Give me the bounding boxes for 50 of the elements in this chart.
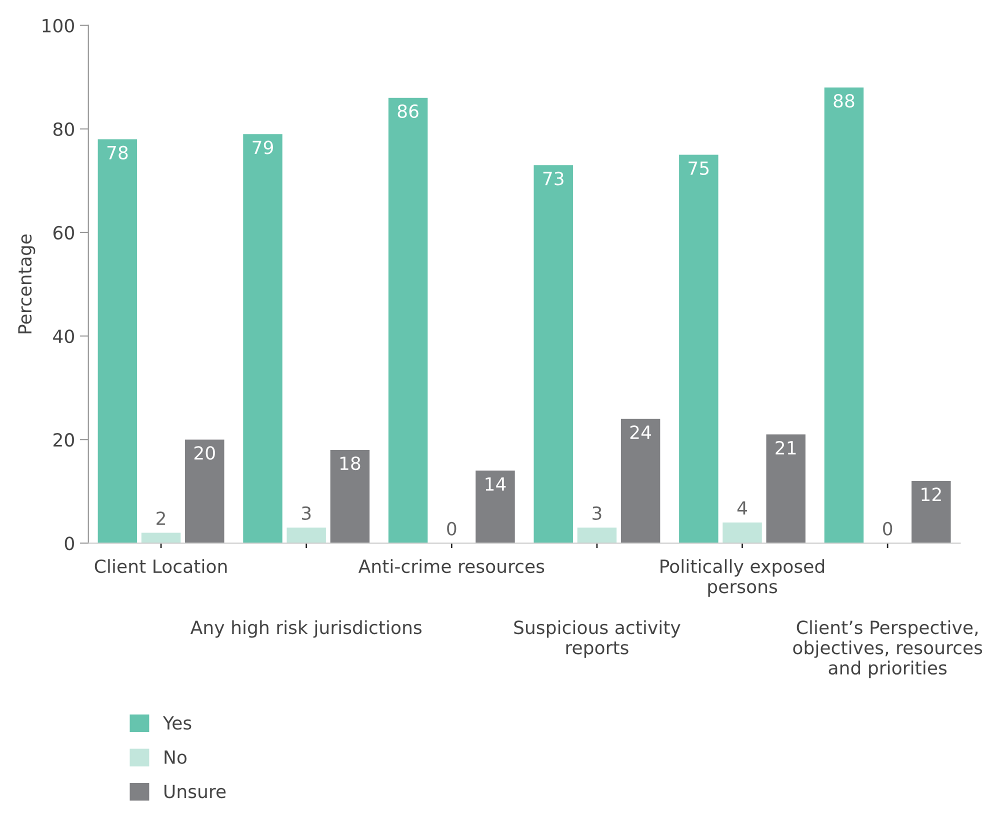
data-label: 88 xyxy=(834,94,854,108)
data-label: 3 xyxy=(592,506,602,520)
data-label: 24 xyxy=(630,425,652,439)
legend-label: No xyxy=(164,750,187,764)
bar xyxy=(286,528,326,544)
data-label: 20 xyxy=(194,446,215,460)
data-label: 2 xyxy=(156,512,165,525)
data-label: 18 xyxy=(340,456,360,470)
data-label: 12 xyxy=(922,488,941,501)
y-axis-title: Percentage xyxy=(18,234,36,334)
y-tick-label: 20 xyxy=(54,433,74,447)
bar xyxy=(141,532,181,544)
data-label: 79 xyxy=(252,140,273,154)
legend-label: Yes xyxy=(162,716,192,730)
y-tick-label: 80 xyxy=(53,122,74,136)
bar xyxy=(824,87,864,544)
bar xyxy=(534,165,573,544)
bar xyxy=(912,481,951,544)
bar xyxy=(766,434,806,544)
data-label: 3 xyxy=(302,506,311,520)
data-label: 4 xyxy=(737,501,747,515)
x-tick-label: Client Location xyxy=(94,559,227,574)
bar xyxy=(98,139,138,544)
y-tick-label: 60 xyxy=(53,226,74,240)
x-tick-label: Anti-crime resources xyxy=(358,559,544,574)
data-label: 78 xyxy=(107,146,128,160)
data-label: 21 xyxy=(776,440,796,454)
legend-label: Unsure xyxy=(164,784,226,798)
y-tick-label: 40 xyxy=(53,329,74,344)
bar xyxy=(620,418,660,544)
x-tick-label: Suspicious activity reports xyxy=(514,620,680,658)
data-label: 73 xyxy=(543,172,564,186)
bar xyxy=(476,470,515,544)
bar xyxy=(243,134,282,544)
data-label: 0 xyxy=(447,522,456,536)
y-tick-label: 0 xyxy=(64,536,74,550)
bar xyxy=(679,154,718,544)
bar xyxy=(577,528,617,544)
data-label: 86 xyxy=(398,104,418,118)
bar xyxy=(185,440,224,544)
y-tick-label: 100 xyxy=(42,18,74,32)
x-tick-label: Politically exposed persons xyxy=(660,559,824,597)
bar xyxy=(388,98,428,544)
data-label: 75 xyxy=(688,162,709,175)
x-tick-label: Any high risk jurisdictions xyxy=(190,620,422,638)
bar xyxy=(722,522,762,544)
data-label: 14 xyxy=(486,477,506,491)
bar xyxy=(330,450,370,544)
data-label: 0 xyxy=(883,522,892,536)
x-tick-label: Client’s Perspective, objectives, resources and priorities xyxy=(793,620,982,678)
